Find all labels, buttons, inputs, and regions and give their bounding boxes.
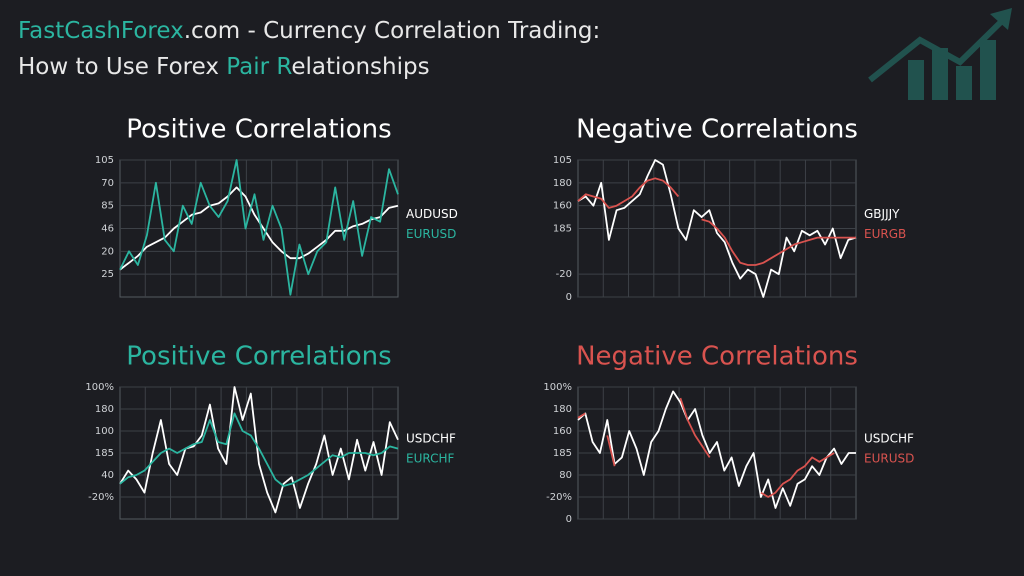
y-tick-label: -20%: [546, 492, 572, 503]
y-tick-label: 20: [101, 246, 114, 257]
chart-title: Negative Correlations: [576, 342, 858, 372]
y-tick-label: 180: [553, 178, 572, 189]
y-tick-label: 25: [101, 269, 114, 280]
y-tick-label: 105: [553, 155, 572, 166]
header-line1: FastCashForex.com - Currency Correlation…: [18, 18, 600, 44]
y-tick-label: 85: [101, 201, 114, 212]
y-tick-label: -20: [556, 269, 572, 280]
chart-title: Negative Correlations: [576, 115, 858, 145]
y-tick-label: 180: [553, 404, 572, 415]
y-tick-label: 100%: [543, 382, 572, 393]
y-tick-label: 160: [553, 201, 572, 212]
y-tick-label: 40: [101, 470, 114, 481]
y-tick-label: 100: [95, 426, 114, 437]
legend-entry: AUDUSD: [406, 207, 458, 221]
chart-title: Positive Correlations: [126, 342, 391, 372]
legend-entry: EURCHF: [406, 452, 455, 466]
y-tick-label: 185: [553, 448, 572, 459]
header-line2: How to Use Forex Pair Relationships: [18, 54, 430, 80]
header-text: .com - Currency Correlation Trading:: [183, 18, 601, 44]
series-line: [577, 390, 856, 509]
y-tick-label: 46: [101, 224, 114, 235]
header-highlight: Pair R: [226, 54, 292, 80]
y-tick-label: 185: [553, 224, 572, 235]
series-line: [577, 397, 835, 498]
legend-entry: GBJJJY: [864, 207, 900, 221]
legend-entry: USDCHF: [406, 432, 456, 446]
y-tick-label: 80: [559, 470, 572, 481]
legend-entry: EURUSD: [864, 452, 914, 466]
y-tick-label: 0: [566, 292, 572, 303]
logo: [868, 8, 1012, 100]
y-tick-label: 185: [95, 448, 114, 459]
y-tick-label: 0: [566, 514, 572, 525]
y-tick-label: 180: [95, 404, 114, 415]
legend-entry: USDCHF: [864, 432, 914, 446]
legend-entry: EURUSD: [406, 227, 456, 241]
series-line: [577, 159, 857, 298]
header-text: How to Use Forex: [18, 54, 227, 80]
series-line: [119, 412, 399, 487]
y-tick-label: 70: [101, 178, 114, 189]
series-line: [577, 177, 856, 266]
header-text: elationships: [291, 54, 430, 80]
legend-entry: EURGB: [864, 227, 906, 241]
series-line: [119, 159, 399, 296]
y-tick-label: 100%: [85, 382, 114, 393]
y-tick-label: -20%: [88, 492, 114, 503]
y-tick-label: 105: [95, 155, 114, 166]
y-tick-label: 160: [553, 426, 572, 437]
chart-title: Positive Correlations: [126, 115, 391, 145]
brand: FastCashForex: [18, 18, 184, 44]
